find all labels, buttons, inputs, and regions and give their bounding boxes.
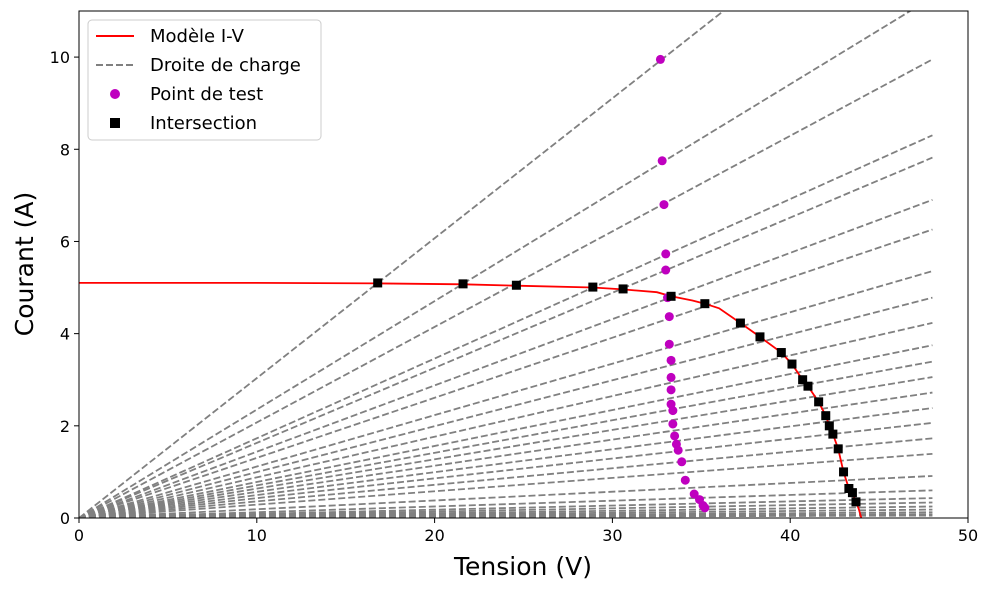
test-point: [666, 355, 676, 365]
test-point: [670, 431, 680, 441]
load-line: [79, 452, 933, 518]
plot-frame: [78, 10, 969, 519]
intersection-point: [821, 411, 831, 421]
load-line: [79, 270, 933, 518]
intersection-point: [588, 282, 598, 292]
intersection-point: [511, 280, 521, 290]
test-point: [659, 200, 669, 210]
test-point: [668, 419, 678, 429]
x-tick-label: 40: [780, 526, 800, 545]
test-point: [668, 406, 678, 416]
test-point: [689, 489, 699, 499]
intersection-point: [755, 332, 765, 342]
legend-circle-swatch: [110, 89, 120, 99]
x-tick-label: 0: [74, 526, 84, 545]
intersection-point: [824, 421, 834, 431]
y-tick-label: 0: [60, 509, 70, 528]
x-tick-label: 30: [602, 526, 622, 545]
legend-label-test-point: Point de test: [150, 84, 263, 105]
intersection-point: [847, 488, 857, 498]
load-lines: [79, 11, 933, 518]
load-line: [79, 321, 933, 518]
load-line: [79, 475, 933, 518]
legend-box: [87, 19, 322, 141]
test-point: [677, 457, 687, 467]
test-point: [657, 156, 667, 166]
intersection-point: [776, 348, 786, 358]
test-point: [661, 265, 671, 275]
load-line: [79, 11, 912, 518]
intersection-point: [458, 279, 468, 289]
load-line: [79, 134, 933, 518]
intersection-point: [833, 444, 843, 454]
legend-label-intersection: Intersection: [150, 113, 257, 134]
load-line: [79, 11, 725, 518]
load-line: [79, 407, 933, 518]
intersections: [373, 278, 861, 507]
intersection-point: [798, 375, 808, 385]
y-tick-label: 2: [60, 417, 70, 436]
legend-square-swatch: [110, 118, 120, 128]
intersection-point: [814, 397, 824, 407]
intersection-point: [787, 359, 797, 369]
test-point: [664, 312, 674, 322]
intersection-point: [735, 318, 745, 328]
y-axis-title: Courant (A): [10, 192, 39, 336]
legend: Modèle I-V Droite de charge Point de tes…: [87, 19, 322, 141]
intersection-point: [828, 429, 838, 439]
test-points: [655, 54, 710, 513]
x-tick-label: 50: [958, 526, 978, 545]
legend-label-iv-model: Modèle I-V: [150, 26, 245, 47]
load-line: [79, 489, 933, 518]
y-axis: 0 2 4 6 8 10: [50, 48, 79, 528]
load-line: [79, 344, 933, 518]
intersection-point: [373, 278, 383, 288]
legend-label-load-line: Droite de charge: [150, 55, 301, 76]
intersection-point: [851, 497, 861, 507]
x-axis-title: Tension (V): [453, 552, 592, 581]
load-line: [79, 376, 933, 518]
test-point: [673, 445, 683, 455]
test-point: [666, 372, 676, 382]
y-tick-label: 6: [60, 232, 70, 251]
intersection-point: [666, 291, 676, 301]
load-line: [79, 437, 933, 518]
x-tick-label: 20: [424, 526, 444, 545]
intersection-point: [839, 467, 849, 477]
load-line: [79, 391, 933, 518]
intersection-point: [700, 299, 710, 309]
test-point: [700, 503, 710, 513]
test-point: [680, 475, 690, 485]
test-point: [661, 249, 671, 259]
y-tick-label: 10: [50, 48, 70, 67]
load-line: [79, 156, 933, 518]
test-point: [664, 339, 674, 349]
load-line: [79, 296, 933, 518]
intersection-point: [803, 381, 813, 391]
load-line: [79, 58, 933, 518]
load-line: [79, 228, 933, 518]
y-tick-label: 8: [60, 140, 70, 159]
x-axis: 0 10 20 30 40 50: [74, 518, 978, 545]
test-point: [666, 385, 676, 395]
intersection-point: [618, 284, 628, 294]
y-tick-label: 4: [60, 325, 70, 344]
load-line: [79, 360, 933, 518]
x-tick-label: 10: [247, 526, 267, 545]
test-point: [655, 54, 665, 64]
load-line: [79, 421, 933, 518]
load-line: [79, 199, 933, 518]
